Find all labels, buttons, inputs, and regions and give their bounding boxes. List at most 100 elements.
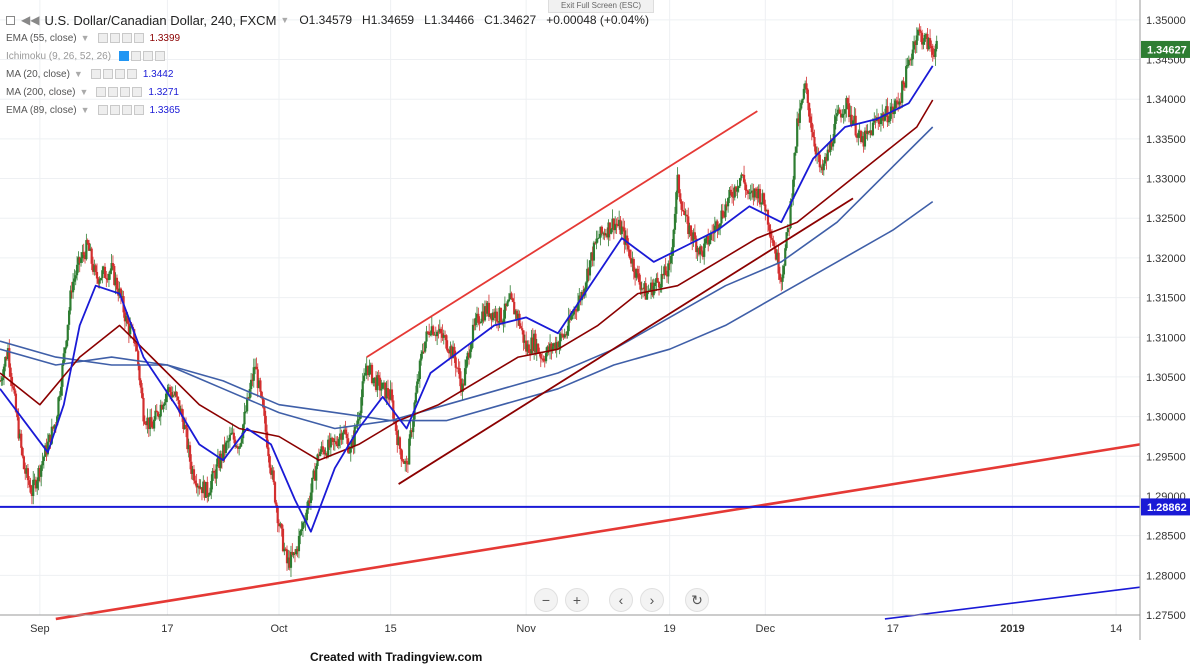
candle <box>781 265 784 290</box>
eye-icon[interactable] <box>96 87 107 97</box>
candle-body <box>118 288 121 296</box>
time-axis[interactable]: Sep 17 Oct 15 Nov 19 Dec 17 2019 14 <box>30 623 1122 635</box>
candle-body <box>566 331 569 336</box>
close-icon[interactable] <box>132 87 143 97</box>
candle <box>95 263 99 284</box>
candle <box>293 549 297 563</box>
candle-body <box>883 114 886 121</box>
close-icon[interactable] <box>155 51 166 61</box>
candle-body <box>410 430 413 433</box>
candle-body <box>721 210 724 217</box>
candle <box>539 351 542 368</box>
candle-body <box>52 426 55 429</box>
candle-body <box>535 343 538 353</box>
candle-body <box>65 340 68 348</box>
scroll-left-button[interactable]: ‹ <box>609 588 633 612</box>
candle <box>176 396 180 405</box>
plus-icon[interactable] <box>120 87 131 97</box>
candle <box>79 252 83 267</box>
candle <box>73 269 76 291</box>
candle-body <box>798 108 801 123</box>
candle <box>157 410 160 420</box>
candle-body <box>211 470 214 481</box>
candle-body <box>758 188 762 205</box>
indicator-legend-ichimoku[interactable]: Ichimoku (9, 26, 52, 26) <box>6 48 166 64</box>
gear-icon[interactable] <box>109 105 120 115</box>
eye-icon[interactable] <box>119 51 130 61</box>
candle <box>513 293 516 315</box>
candle <box>263 399 266 424</box>
candle-body <box>364 372 367 376</box>
gear-icon[interactable] <box>131 51 142 61</box>
candle <box>594 241 597 245</box>
gear-icon[interactable] <box>109 33 120 43</box>
candle <box>923 32 926 46</box>
indicator-legend-ema89[interactable]: EMA (89, close) ▼ 1.3365 <box>6 104 181 116</box>
candle-body <box>361 381 364 398</box>
plus-icon[interactable] <box>114 69 125 79</box>
chevron-down-icon[interactable]: ▼ <box>280 15 290 25</box>
candle <box>341 431 344 445</box>
candle-body <box>809 116 812 123</box>
candle-body <box>408 438 411 465</box>
candle-body <box>582 291 585 296</box>
indicator-legend-ma200[interactable]: MA (200, close) ▼ 1.3271 <box>6 86 179 98</box>
rewind-icon[interactable]: ◀◀ <box>21 13 40 27</box>
indicator-legend-ma20[interactable]: MA (20, close) ▼ 1.3442 <box>6 68 174 80</box>
chevron-down-icon[interactable]: ▼ <box>73 69 83 79</box>
candle <box>741 173 744 176</box>
candle-body <box>556 342 560 348</box>
plus-icon[interactable] <box>121 33 132 43</box>
symbol-title: U.S. Dollar/Canadian Dollar, 240, FXCM <box>44 12 277 28</box>
candle-body <box>394 419 398 431</box>
candle <box>931 43 934 62</box>
reset-chart-button[interactable]: ↻ <box>685 588 709 612</box>
candle-body <box>60 386 63 396</box>
candle <box>450 344 453 366</box>
candle-body <box>242 424 245 439</box>
chevron-down-icon[interactable]: ▼ <box>80 33 90 43</box>
exit-fullscreen-button[interactable]: Exit Full Screen (ESC) <box>548 0 654 13</box>
candle <box>862 132 865 153</box>
eye-icon[interactable] <box>97 33 108 43</box>
chevron-down-icon[interactable]: ▼ <box>80 105 90 115</box>
scroll-right-button[interactable]: › <box>640 588 664 612</box>
zoom-in-button[interactable]: + <box>565 588 589 612</box>
candle <box>127 319 130 344</box>
collapse-icon[interactable] <box>6 15 15 25</box>
candle-body <box>420 353 423 361</box>
plus-icon[interactable] <box>121 105 132 115</box>
gear-icon[interactable] <box>108 87 119 97</box>
candle-body <box>345 433 348 439</box>
chevron-down-icon[interactable]: ▼ <box>79 87 89 97</box>
candle <box>461 378 464 401</box>
candle-body <box>487 302 491 317</box>
candle-body <box>890 106 893 113</box>
candle <box>887 116 890 127</box>
candle <box>915 27 918 54</box>
candle-body <box>859 130 863 142</box>
close-icon[interactable] <box>133 105 144 115</box>
candle-body <box>34 479 37 489</box>
plus-icon[interactable] <box>143 51 154 61</box>
indicator-value: 1.3399 <box>149 32 181 44</box>
indicator-legend-ema55[interactable]: EMA (55, close) ▼ 1.3399 <box>6 32 181 44</box>
eye-icon[interactable] <box>97 105 108 115</box>
candle-body <box>591 252 594 261</box>
close-icon[interactable] <box>126 69 137 79</box>
gear-icon[interactable] <box>102 69 113 79</box>
candle <box>757 184 760 203</box>
candle-body <box>753 188 756 198</box>
candle-body <box>308 500 311 504</box>
candle <box>824 152 827 166</box>
eye-icon[interactable] <box>90 69 101 79</box>
candle <box>909 57 912 66</box>
candle-body <box>596 238 600 240</box>
candle <box>502 309 505 333</box>
candle <box>874 115 877 129</box>
price-scale[interactable]: 1.350001.345001.340001.335001.330001.325… <box>1146 15 1186 622</box>
zoom-out-button[interactable]: − <box>534 588 558 612</box>
candle-body <box>463 368 467 386</box>
close-icon[interactable] <box>133 33 144 43</box>
